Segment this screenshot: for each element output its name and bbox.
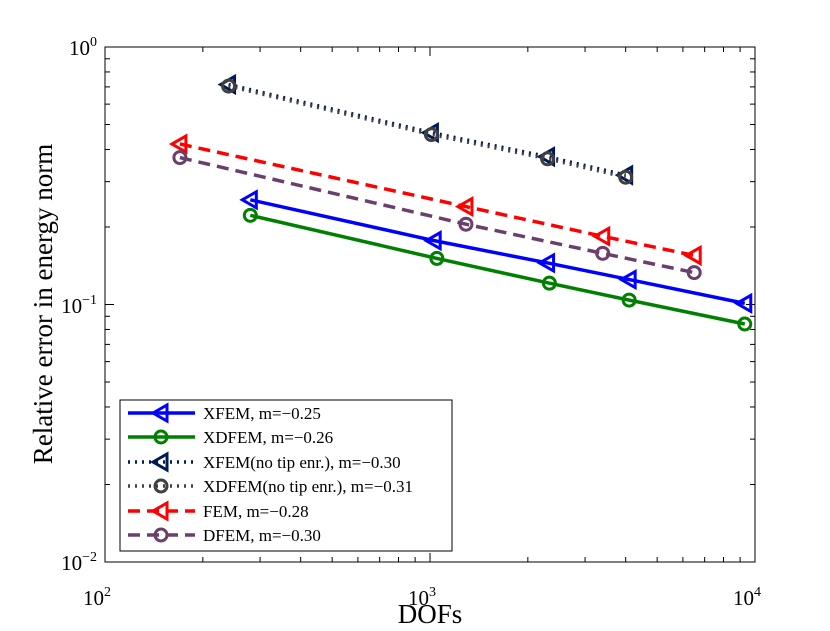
legend-marker	[149, 500, 169, 522]
x-axis-title: DOFs	[398, 599, 463, 629]
data-point	[458, 216, 474, 232]
data-point	[733, 292, 753, 314]
y-tick-label: 10−2	[61, 550, 97, 575]
data-point	[239, 189, 258, 211]
data-point	[595, 245, 611, 261]
data-point	[423, 127, 439, 143]
y-tick-label: 10−1	[61, 293, 97, 318]
series-5	[172, 150, 702, 281]
data-point	[429, 250, 445, 266]
data-point	[423, 230, 442, 252]
legend-label: XFEM(no tip enr.), m=−0.30	[203, 453, 401, 472]
legend-marker	[149, 451, 169, 473]
data-point	[454, 196, 474, 218]
legend: XFEM, m=−0.25 XDFEM, m=−0.26 XFEM(no tip…	[119, 399, 453, 552]
series-3	[221, 78, 634, 185]
data-point	[221, 78, 237, 94]
axis-ticks	[104, 46, 756, 563]
series-4	[168, 133, 702, 267]
data-point	[737, 316, 753, 332]
legend-marker	[149, 402, 169, 424]
data-point	[541, 275, 557, 291]
data-point	[591, 225, 611, 247]
legend-symbols	[128, 402, 195, 543]
x-tick-label: 104	[733, 585, 761, 610]
data-point	[242, 207, 258, 223]
data-point	[540, 151, 556, 167]
series-line	[179, 155, 695, 275]
legend-marker	[153, 478, 169, 494]
data-point	[618, 268, 637, 291]
series-0	[239, 189, 753, 314]
series-line	[179, 142, 695, 258]
series-line	[249, 213, 746, 326]
y-tick-labels: 10−2 10−1 100	[61, 35, 97, 575]
series-line	[228, 82, 627, 177]
legend-label: FEM, m=−0.28	[203, 502, 309, 521]
series-layer	[168, 73, 753, 332]
data-point	[172, 150, 188, 166]
legend-label: XDFEM(no tip enr.), m=−0.31	[203, 477, 413, 496]
data-point	[686, 265, 702, 281]
legend-label: DFEM, m=−0.30	[203, 526, 321, 545]
legend-label: XDFEM, m=−0.26	[203, 428, 333, 447]
series-1	[242, 207, 753, 332]
data-point	[618, 169, 634, 185]
data-point	[168, 133, 188, 155]
y-axis-title: Relative error in energy norm	[28, 144, 58, 464]
data-point	[683, 244, 702, 267]
legend-label: XFEM, m=−0.25	[203, 404, 321, 423]
data-point	[536, 252, 556, 274]
legend-marker	[153, 429, 169, 445]
x-tick-labels: 102 103 104	[83, 585, 761, 610]
series-line	[249, 198, 746, 306]
series-line	[228, 84, 627, 179]
x-tick-label: 103	[408, 585, 436, 610]
legend-marker	[153, 527, 169, 543]
y-tick-label: 100	[69, 35, 97, 60]
legend-box	[119, 399, 453, 552]
data-point	[621, 292, 637, 308]
x-tick-label: 102	[83, 585, 111, 610]
